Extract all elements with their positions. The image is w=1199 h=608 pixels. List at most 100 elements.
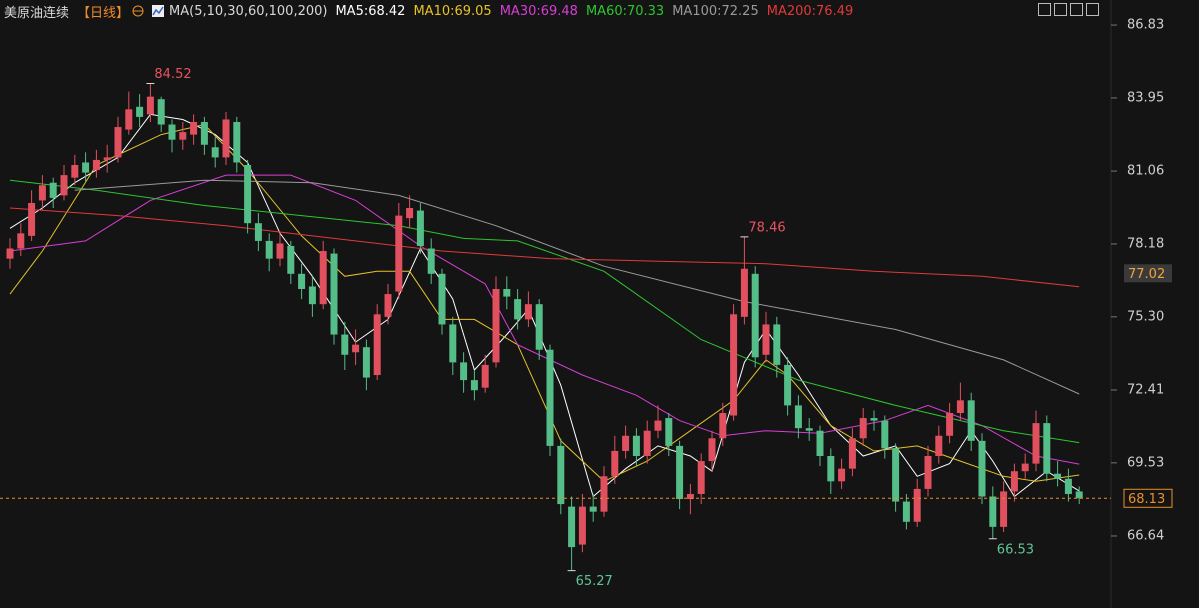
candle-body bbox=[557, 445, 565, 505]
ma-line bbox=[9, 179, 1080, 444]
candle-body bbox=[438, 273, 446, 325]
candle-body bbox=[168, 124, 176, 140]
legend-entry: MA100:72.25 bbox=[672, 3, 759, 19]
candle-body bbox=[697, 461, 705, 494]
axis-marker-box bbox=[1124, 264, 1172, 283]
candle-body bbox=[1043, 423, 1051, 474]
legend-entry: MA5:68.42 bbox=[335, 3, 406, 19]
add-icon[interactable] bbox=[131, 4, 145, 18]
tool-button[interactable] bbox=[1070, 3, 1083, 16]
candle-body bbox=[395, 215, 403, 292]
candle-body bbox=[503, 288, 511, 297]
legend-entry: MA10:69.05 bbox=[413, 3, 492, 19]
candle-body bbox=[740, 268, 748, 317]
candle-body bbox=[146, 96, 154, 115]
tool-button[interactable] bbox=[1086, 3, 1099, 16]
candle-body bbox=[1010, 471, 1018, 492]
candle-body bbox=[1054, 473, 1062, 479]
candle-body bbox=[319, 251, 327, 305]
legend-entry: MA30:69.48 bbox=[499, 3, 578, 19]
candle-body bbox=[902, 501, 910, 522]
plot-area bbox=[6, 83, 1083, 571]
candle-body bbox=[179, 132, 187, 140]
candle-body bbox=[719, 412, 727, 439]
ma-params: MA(5,10,30,60,100,200) bbox=[169, 3, 328, 19]
candle-body bbox=[654, 420, 662, 431]
y-tick-label: 69.53 bbox=[1127, 455, 1164, 470]
candle-body bbox=[1075, 491, 1083, 499]
candle-body bbox=[859, 418, 867, 439]
axis-marker-label: 77.02 bbox=[1128, 267, 1165, 282]
candle-body bbox=[211, 147, 219, 158]
candle-body bbox=[470, 380, 478, 391]
last-price-label: 68.13 bbox=[1128, 492, 1165, 507]
candle-body bbox=[784, 364, 792, 406]
candle-body bbox=[611, 450, 619, 477]
candle-body bbox=[136, 106, 144, 117]
candle-body bbox=[38, 185, 46, 201]
candle-body bbox=[265, 240, 273, 259]
y-tick-label: 75.30 bbox=[1127, 309, 1164, 324]
symbol: 美原油连续 bbox=[4, 5, 70, 21]
candle-body bbox=[492, 288, 500, 363]
candle-body bbox=[676, 445, 684, 500]
candle-body bbox=[200, 121, 208, 145]
candle-body bbox=[125, 109, 133, 130]
candle-body bbox=[222, 119, 230, 158]
candle-body bbox=[449, 324, 457, 363]
candle-body bbox=[892, 448, 900, 502]
toolbar bbox=[1038, 3, 1099, 16]
candle-body bbox=[254, 223, 262, 241]
y-tick-label: 72.41 bbox=[1127, 382, 1164, 397]
candle-body bbox=[535, 304, 543, 350]
candle-body bbox=[632, 435, 640, 457]
candle-body bbox=[60, 175, 68, 196]
y-tick-label: 81.06 bbox=[1127, 164, 1164, 179]
candle-body bbox=[481, 364, 489, 388]
candle-body bbox=[427, 248, 435, 274]
tool-button[interactable] bbox=[1054, 3, 1067, 16]
ma-line bbox=[9, 123, 1080, 482]
high-label: 84.52 bbox=[154, 67, 191, 82]
candle-body bbox=[956, 400, 964, 413]
candle-body bbox=[686, 493, 694, 500]
y-tick-label: 78.18 bbox=[1127, 236, 1164, 251]
candle-body bbox=[794, 405, 802, 429]
candle-body bbox=[460, 362, 468, 381]
last-price-box bbox=[1123, 488, 1173, 508]
candle-body bbox=[935, 435, 943, 457]
candle-body bbox=[362, 347, 370, 378]
candle-body bbox=[848, 438, 856, 469]
period[interactable]: 【日线】 bbox=[77, 5, 130, 21]
candle-body bbox=[762, 324, 770, 355]
legend-entry: MA60:70.33 bbox=[585, 3, 665, 19]
candle-body bbox=[524, 304, 532, 320]
candle-body bbox=[773, 324, 781, 365]
candle-body bbox=[82, 162, 90, 173]
candle-body bbox=[49, 182, 57, 198]
candle-body bbox=[578, 506, 586, 545]
candle-body bbox=[978, 440, 986, 497]
candle-body bbox=[1064, 478, 1072, 494]
candle-body bbox=[71, 165, 79, 178]
ma-line bbox=[74, 179, 1080, 395]
candle-body bbox=[665, 418, 673, 446]
candle-body bbox=[881, 420, 889, 449]
candle-body bbox=[805, 428, 813, 431]
candle-body bbox=[308, 286, 316, 305]
y-tick-label: 83.95 bbox=[1127, 90, 1164, 105]
candle-body bbox=[589, 506, 597, 512]
y-tick-label: 66.64 bbox=[1127, 528, 1164, 543]
indicator-icon[interactable] bbox=[151, 4, 165, 18]
low-label: 65.27 bbox=[576, 574, 613, 589]
ma-line bbox=[9, 207, 1080, 288]
low-label: 66.53 bbox=[997, 542, 1034, 557]
candle-body bbox=[28, 202, 36, 236]
candle-body bbox=[838, 468, 846, 482]
candle-body bbox=[157, 99, 165, 125]
candle-body bbox=[827, 456, 835, 482]
tool-button[interactable] bbox=[1038, 3, 1051, 16]
candle-body bbox=[989, 496, 997, 527]
